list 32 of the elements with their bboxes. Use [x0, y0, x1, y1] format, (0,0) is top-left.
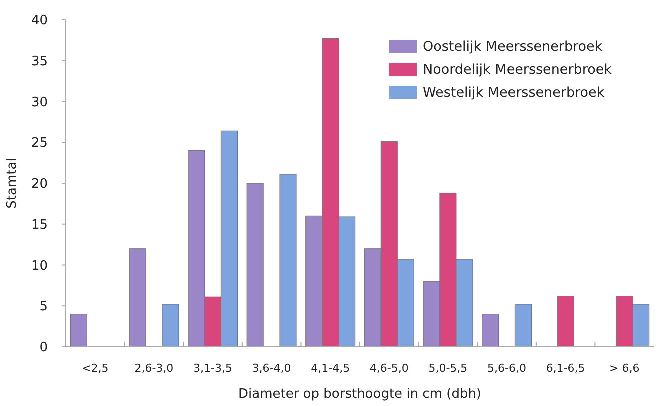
bar	[162, 304, 180, 348]
bar	[246, 183, 264, 348]
x-tick-label: <2,5	[82, 362, 109, 375]
y-tick-label: 25	[31, 136, 48, 152]
x-tick-label: 4,1-4,5	[311, 362, 350, 375]
x-tick-label: 3,1-3,5	[194, 362, 232, 375]
y-tick-label: 5	[40, 300, 48, 315]
x-tick-label: 6,1-6,5	[546, 362, 586, 375]
x-axis-title: Diameter op borsthoogte in cm (dbh)	[238, 387, 482, 402]
y-tick-label: 40	[31, 14, 48, 29]
y-tick-label: 20	[31, 177, 48, 192]
legend-label: Oostelijk Meerssenerbroek	[423, 39, 603, 56]
x-tick-label: 2,6-3,0	[134, 362, 174, 375]
y-tick-label: 0	[40, 340, 48, 356]
bar	[280, 174, 297, 348]
y-tick-label: 30	[31, 95, 48, 110]
y-tick-label: 10	[31, 258, 48, 274]
legend-label: Noordelijk Meerssenerbroek	[423, 62, 612, 78]
bar	[514, 304, 532, 348]
y-tick-label: 15	[31, 218, 48, 233]
x-tick-label: 5,0-5,5	[428, 362, 468, 375]
bar	[482, 314, 500, 348]
legend-label: Westelijk Meerssenerbroek	[423, 85, 605, 102]
x-tick-label: > 6,6	[609, 362, 640, 375]
y-tick-label: 35	[31, 54, 48, 70]
x-tick-label: 5,6-6,0	[488, 362, 526, 375]
x-tick-label: 4,6-5,0	[370, 362, 409, 375]
bar	[557, 296, 574, 348]
x-tick-label: 3,6-4,0	[252, 362, 292, 375]
y-axis-title: Stamtal	[5, 158, 20, 209]
bar	[70, 314, 88, 348]
bar	[129, 248, 146, 348]
